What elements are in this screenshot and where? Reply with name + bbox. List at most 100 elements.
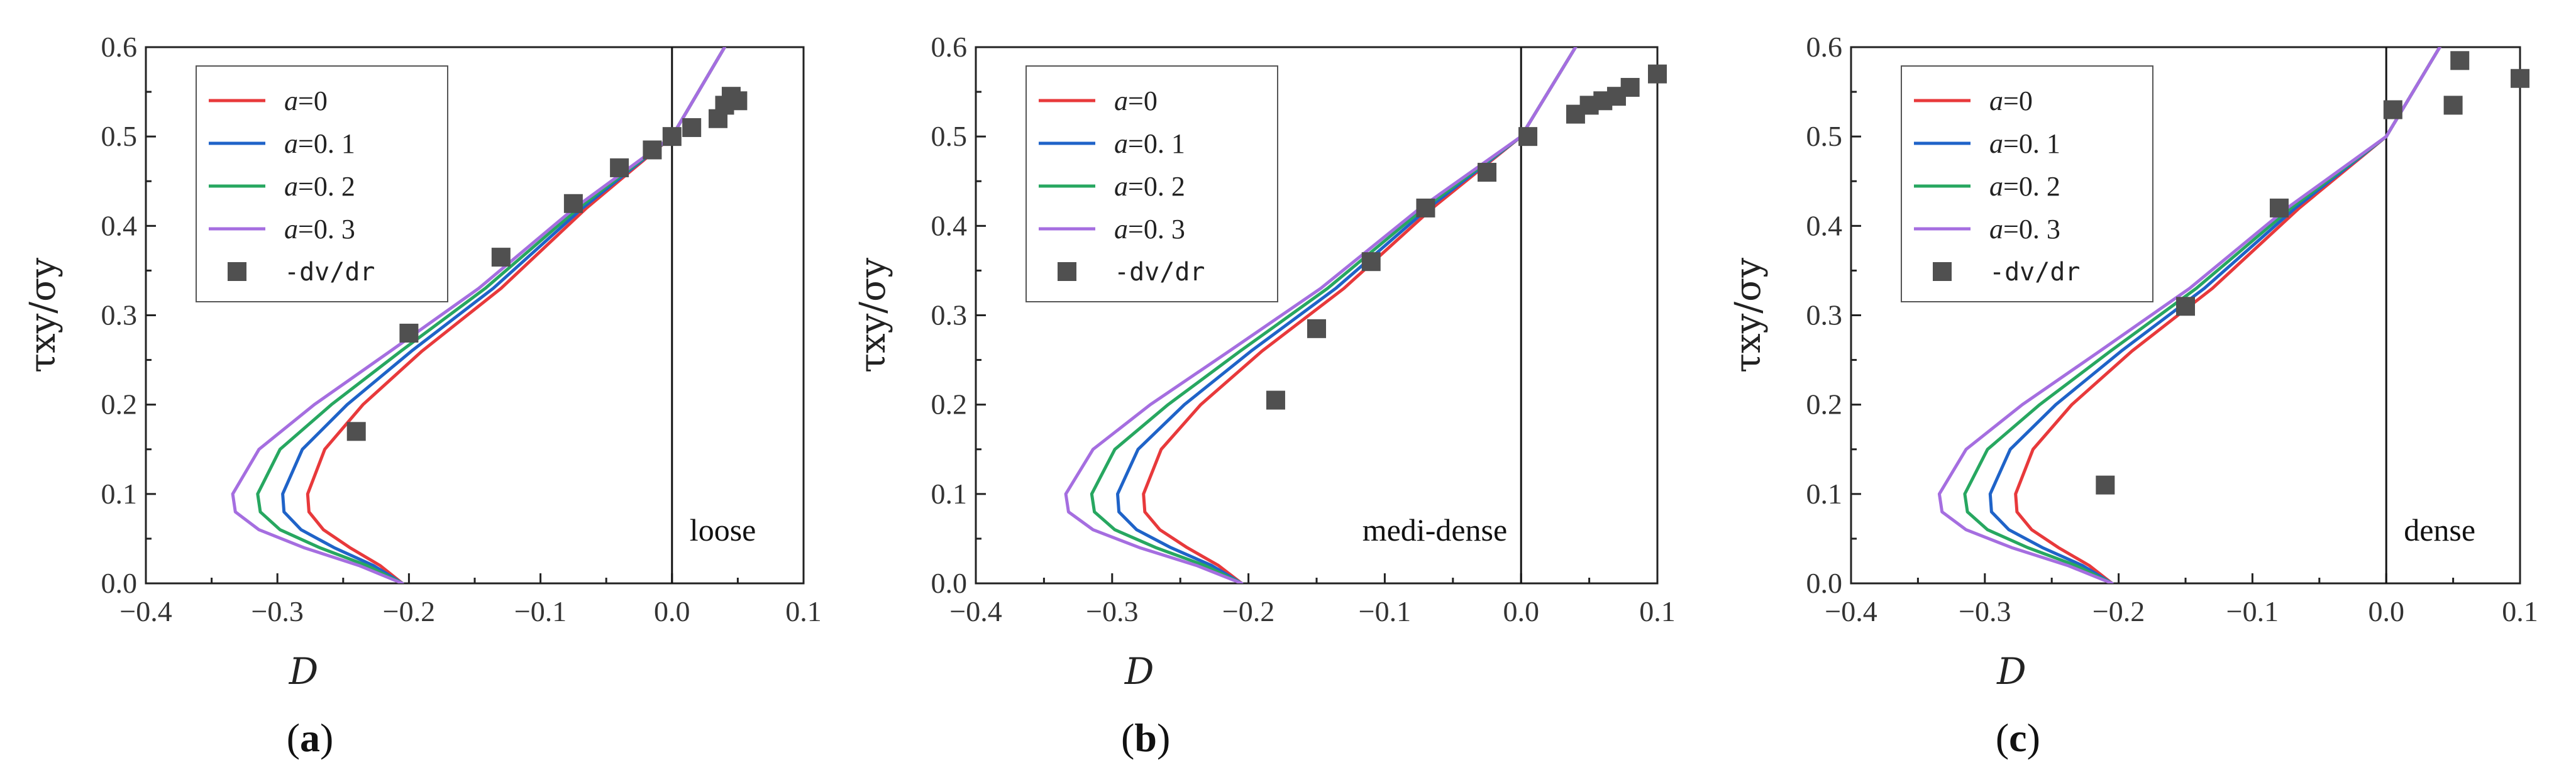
panel-label-open: ( bbox=[287, 715, 300, 760]
legend-label-var: a bbox=[1114, 214, 1128, 245]
y-tick-label: 0.0 bbox=[1806, 567, 1843, 599]
scatter-point bbox=[491, 248, 511, 267]
panel-label-close: ) bbox=[2027, 715, 2040, 760]
legend-label: a=0. 2 bbox=[1114, 171, 1185, 202]
legend-label-var: a bbox=[284, 214, 298, 245]
panel-label-letter: b bbox=[1134, 715, 1157, 760]
x-tick-label: −0.2 bbox=[1222, 595, 1274, 627]
panel-label: (b) bbox=[1121, 715, 1170, 760]
y-tick-label: 0.1 bbox=[931, 478, 968, 510]
scatter-point bbox=[643, 140, 662, 160]
scatter-point bbox=[610, 158, 629, 177]
legend-label-var: a bbox=[1989, 171, 2003, 202]
scatter-point bbox=[2096, 475, 2115, 495]
scatter-point bbox=[1648, 64, 1667, 84]
legend-label-value: =0 bbox=[298, 85, 328, 116]
y-axis-title: τxy/σy bbox=[853, 258, 893, 373]
legend-label-value: =0 bbox=[2003, 85, 2033, 116]
scatter-point bbox=[399, 323, 419, 343]
x-tick-label: −0.1 bbox=[2226, 595, 2279, 627]
x-tick-label: 0.1 bbox=[785, 595, 822, 627]
x-tick-label: 0.1 bbox=[1639, 595, 1676, 627]
x-tick-label: −0.3 bbox=[251, 595, 303, 627]
density-annotation: loose bbox=[690, 512, 756, 548]
x-axis-title: D bbox=[1124, 650, 1154, 693]
legend-label: -dv/dr bbox=[1114, 258, 1205, 287]
y-tick-label: 0.2 bbox=[931, 388, 968, 421]
panel-label-open: ( bbox=[1121, 715, 1134, 760]
scatter-point bbox=[2269, 198, 2289, 218]
legend-label-var: a bbox=[284, 171, 298, 202]
legend-label: a=0. 1 bbox=[1114, 128, 1185, 159]
series-line-a0 bbox=[306, 47, 726, 583]
legend-label: -dv/dr bbox=[284, 258, 375, 287]
legend-label: a=0. 2 bbox=[1989, 171, 2060, 202]
legend-label-value: =0 bbox=[1128, 85, 1158, 116]
legend-label: a=0. 3 bbox=[1114, 214, 1185, 245]
legend-label-var: a bbox=[284, 128, 298, 159]
y-tick-label: 0.5 bbox=[931, 120, 968, 152]
density-annotation: medi-dense bbox=[1363, 512, 1507, 548]
panel-label-close: ) bbox=[320, 715, 333, 760]
x-tick-label: −0.2 bbox=[383, 595, 435, 627]
y-tick-label: 0.1 bbox=[101, 478, 138, 510]
legend-label-var: a bbox=[1989, 214, 2003, 245]
legend-label: a=0 bbox=[1114, 85, 1158, 116]
legend-label-value: =0. 1 bbox=[298, 128, 355, 159]
scatter-point bbox=[2383, 100, 2402, 119]
x-axis-title: D bbox=[1996, 650, 2026, 693]
legend-label: a=0. 1 bbox=[1989, 128, 2060, 159]
legend-label-var: a bbox=[1114, 171, 1128, 202]
y-tick-label: 0.6 bbox=[931, 31, 968, 63]
y-tick-label: 0.2 bbox=[101, 388, 138, 421]
legend-label-var: a bbox=[1114, 85, 1128, 116]
scatter-point bbox=[2176, 297, 2195, 316]
density-annotation: dense bbox=[2404, 512, 2475, 548]
scatter-point bbox=[1307, 319, 1326, 338]
scatter-point bbox=[1478, 163, 1496, 182]
legend-label-value: =0. 3 bbox=[2003, 214, 2060, 245]
scatter-point bbox=[682, 118, 702, 137]
scatter-point bbox=[1416, 198, 1435, 218]
panel-label-letter: c bbox=[2009, 715, 2026, 760]
legend-marker bbox=[228, 262, 246, 281]
x-tick-label: −0.3 bbox=[1959, 595, 2011, 627]
legend-label-value: =0. 2 bbox=[2003, 171, 2060, 202]
scatter-point bbox=[2443, 96, 2463, 115]
legend-label-var: a bbox=[1114, 128, 1128, 159]
x-tick-label: 0.0 bbox=[1503, 595, 1539, 627]
y-tick-label: 0.5 bbox=[1806, 120, 1843, 152]
scatter-point bbox=[728, 91, 748, 111]
scatter-point bbox=[662, 127, 682, 146]
scatter-point bbox=[1620, 77, 1640, 97]
y-tick-label: 0.3 bbox=[1806, 299, 1843, 331]
y-tick-label: 0.4 bbox=[101, 209, 138, 241]
panel-label: (c) bbox=[1996, 715, 2040, 760]
x-axis-title: D bbox=[289, 650, 319, 693]
x-tick-label: −0.3 bbox=[1086, 595, 1138, 627]
legend-label: a=0. 3 bbox=[284, 214, 355, 245]
y-tick-label: 0.0 bbox=[931, 567, 968, 599]
y-tick-label: 0.6 bbox=[101, 31, 138, 63]
y-tick-label: 0.4 bbox=[1806, 209, 1843, 241]
legend-label: -dv/dr bbox=[1989, 258, 2081, 287]
panel-c: −0.4 −0.3 −0.2 −0.1 0.0 0.1 0.0 0.1 0.2 0.3 0.4 0.5… bbox=[1728, 31, 2538, 760]
legend-label: a=0 bbox=[1989, 85, 2033, 116]
scatter-point bbox=[1266, 390, 1285, 410]
x-tick-label: 0.0 bbox=[654, 595, 690, 627]
x-tick-label: −0.4 bbox=[1825, 595, 1877, 627]
scatter-point bbox=[1518, 127, 1538, 146]
panel-label-close: ) bbox=[1157, 715, 1170, 760]
panel-label-letter: a bbox=[300, 715, 320, 760]
x-tick-label: −0.2 bbox=[2092, 595, 2145, 627]
legend-label: a=0. 2 bbox=[284, 171, 355, 202]
x-tick-label: −0.4 bbox=[119, 595, 172, 627]
series-line-a0 bbox=[2014, 47, 2441, 583]
legend-label: a=0 bbox=[284, 85, 328, 116]
panel-a: −0.4 −0.3 −0.2 −0.1 0.0 0.1 0.0 0.1 0.2 0.3 0.4 0.5… bbox=[23, 31, 822, 760]
y-tick-label: 0.2 bbox=[1806, 388, 1843, 421]
scatter-point bbox=[1361, 252, 1381, 272]
legend-label-var: a bbox=[1989, 85, 2003, 116]
x-tick-label: 0.1 bbox=[2502, 595, 2538, 627]
